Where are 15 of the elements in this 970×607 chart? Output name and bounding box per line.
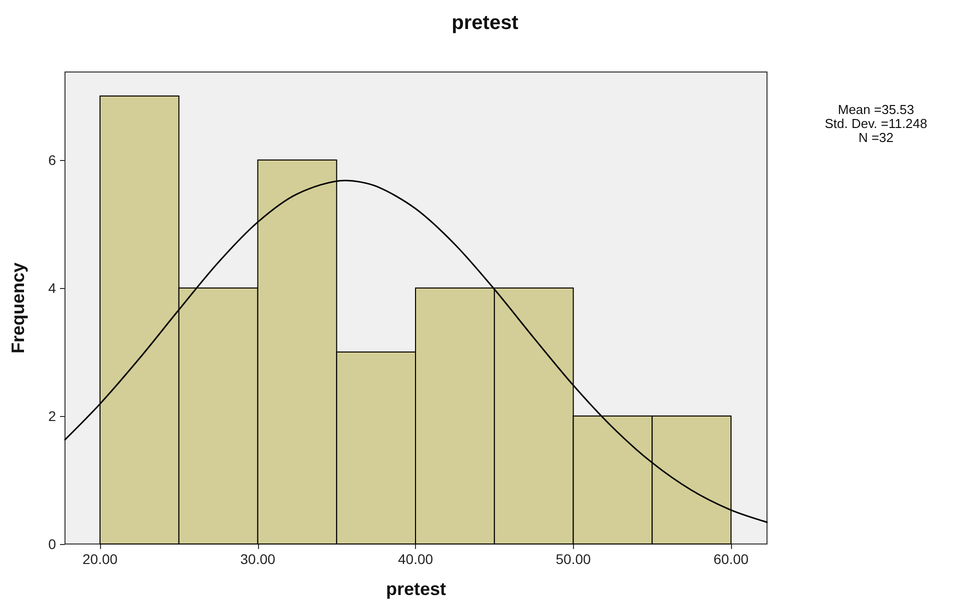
y-tick-label: 0 — [48, 536, 56, 552]
text: Mean =35.53 — [838, 102, 914, 117]
x-tick-label: 40.00 — [398, 551, 434, 567]
x-tick-label: 50.00 — [556, 551, 592, 567]
y-tick-label: 4 — [48, 280, 56, 296]
y-axis-title: Frequency — [8, 262, 28, 354]
text: N =32 — [858, 130, 894, 145]
x-tick-label: 30.00 — [240, 551, 276, 567]
y-tick-label: 2 — [48, 408, 56, 424]
x-tick-label: 60.00 — [714, 551, 749, 567]
text: Std. Dev. =11.248 — [824, 116, 928, 131]
y-tick-label: 6 — [48, 152, 56, 168]
x-tick-label: 20.00 — [82, 551, 118, 567]
x-axis-title: pretest — [386, 579, 446, 599]
chart-title: pretest — [452, 12, 519, 34]
